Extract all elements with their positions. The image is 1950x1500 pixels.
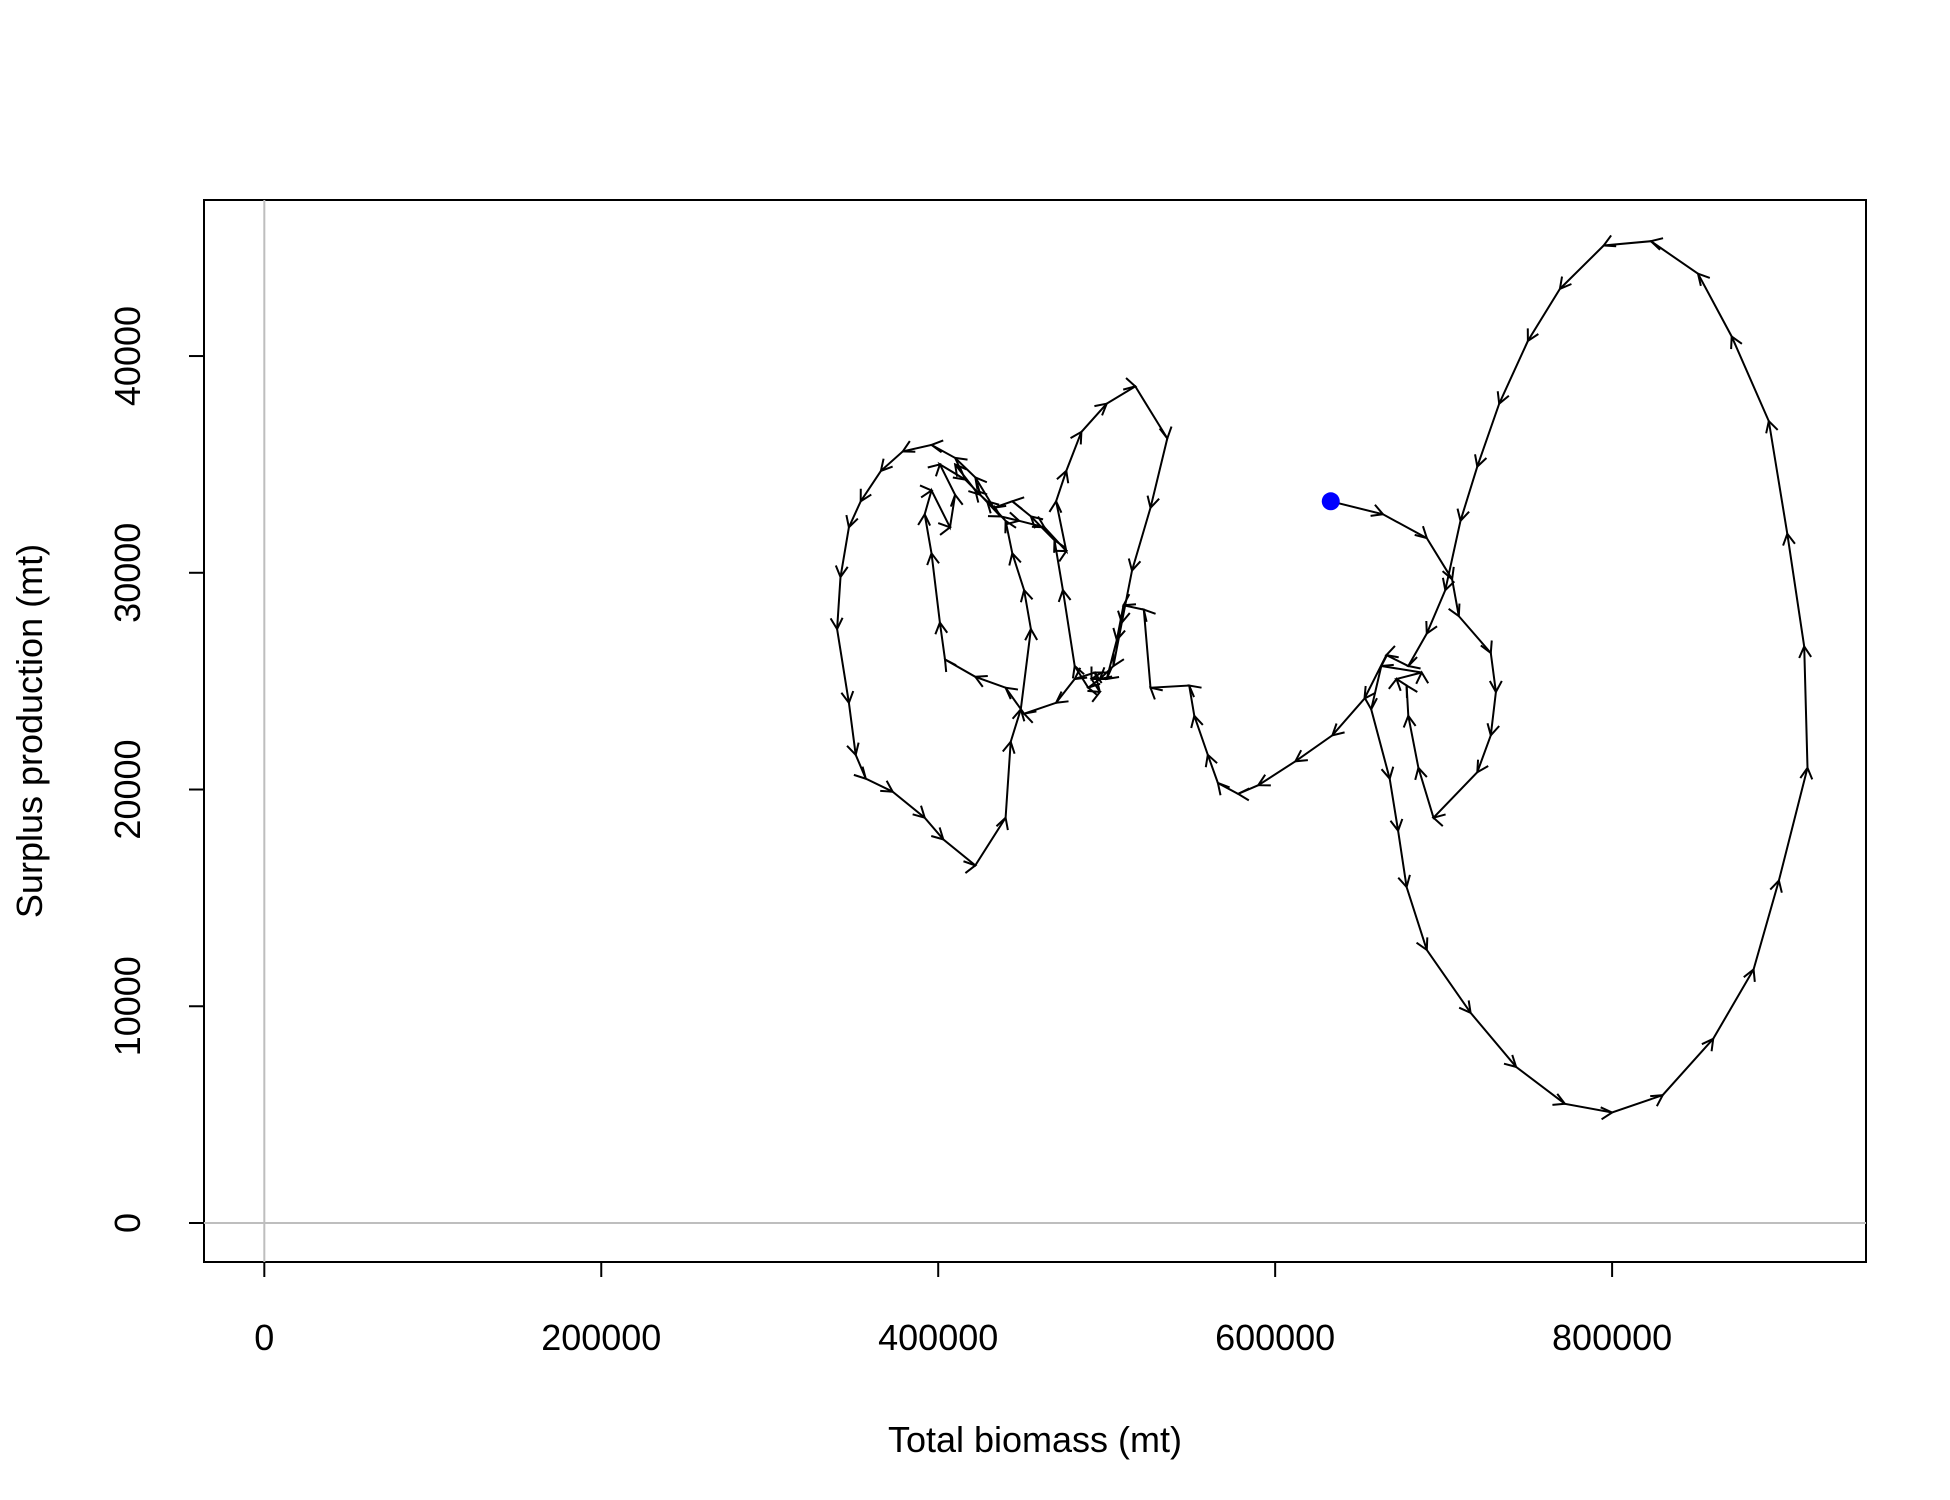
- y-axis-label: Surplus production (mt): [9, 544, 50, 918]
- x-tick-label: 800000: [1552, 1317, 1672, 1358]
- x-tick-label: 200000: [541, 1317, 661, 1358]
- y-tick-label: 40000: [107, 306, 148, 406]
- x-axis-label: Total biomass (mt): [888, 1419, 1182, 1460]
- y-tick-label: 0: [107, 1213, 148, 1233]
- plot-frame: [203, 199, 1867, 1263]
- y-tick-label: 20000: [107, 739, 148, 839]
- trajectory: [837, 241, 1807, 1112]
- x-tick-label: 0: [254, 1317, 274, 1358]
- x-tick-label: 400000: [878, 1317, 998, 1358]
- x-tick-label: 600000: [1215, 1317, 1335, 1358]
- y-tick-label: 10000: [107, 956, 148, 1056]
- start-point: [1321, 492, 1340, 511]
- y-tick-label: 30000: [107, 523, 148, 623]
